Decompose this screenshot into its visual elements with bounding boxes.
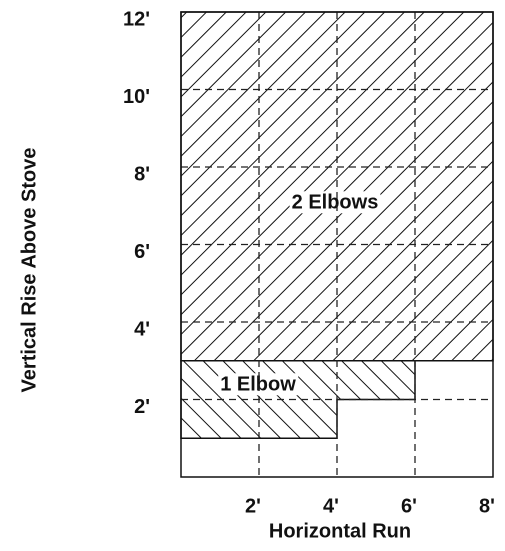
x-tick-label: 6' — [401, 495, 417, 517]
region-label: 1 Elbow — [220, 373, 296, 395]
x-tick-label: 2' — [245, 495, 261, 517]
x-tick-label: 8' — [479, 495, 495, 517]
y-tick-label: 10' — [123, 86, 150, 108]
y-tick-label: 2' — [134, 396, 150, 418]
y-tick-label: 6' — [134, 241, 150, 263]
y-tick-label: 12' — [123, 8, 150, 30]
region-label: 2 Elbows — [292, 191, 379, 213]
region-label-bg — [218, 373, 299, 396]
plot-frame — [180, 11, 494, 478]
region-label-bg — [289, 191, 381, 214]
y-tick-label: 8' — [134, 163, 150, 185]
y-axis-title: Vertical Rise Above Stove — [18, 148, 40, 393]
x-axis-title: Horizontal Run — [269, 520, 411, 542]
x-tick-label: 4' — [323, 495, 339, 517]
y-tick-label: 4' — [134, 318, 150, 340]
